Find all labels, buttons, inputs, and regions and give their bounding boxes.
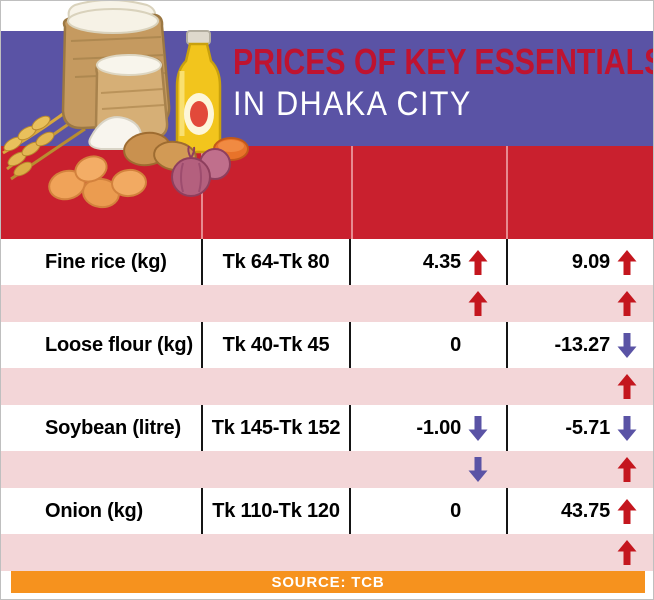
up-arrow-icon <box>467 291 488 316</box>
spacer-row <box>1 451 653 488</box>
source-label: SOURCE: TCB <box>271 573 385 591</box>
page-title: PRICES OF KEY ESSENTIALS <box>233 41 654 82</box>
change-b-value: -5.71 <box>565 416 610 439</box>
up-arrow-icon <box>616 457 637 482</box>
change-b-cell: 9.09 <box>506 239 645 285</box>
strip-change-b-cell <box>506 451 645 488</box>
change-b-value: -13.27 <box>554 333 610 356</box>
spacer-row <box>1 534 653 571</box>
table-row: Soybean (litre) Tk 145-Tk 152 -1.00 -5.71 <box>1 405 653 451</box>
spacer-row <box>1 368 653 405</box>
source-bar: SOURCE: TCB <box>11 571 645 593</box>
strip-change-a-cell <box>351 285 506 322</box>
change-a-value: 0 <box>450 499 461 522</box>
down-arrow-icon <box>616 332 637 358</box>
change-b-value: 9.09 <box>571 250 610 273</box>
change-a-cell: 0 <box>351 488 506 534</box>
table-row: Loose flour (kg) Tk 40-Tk 45 0 -13.27 <box>1 322 653 368</box>
change-a-cell: -1.00 <box>351 405 506 451</box>
change-a-cell: 0 <box>351 322 506 368</box>
up-arrow-icon <box>616 374 637 399</box>
price-range: Tk 64-Tk 80 <box>201 239 351 285</box>
title-banner: PRICES OF KEY ESSENTIALS IN DHAKA CITY <box>1 31 654 146</box>
up-arrow-icon <box>616 249 637 275</box>
item-name: Loose flour (kg) <box>45 333 193 356</box>
down-arrow-icon <box>467 457 488 482</box>
up-arrow-icon <box>467 249 488 275</box>
change-b-cell: 43.75 <box>506 488 645 534</box>
column-separator <box>201 146 203 239</box>
item-name: Soybean (litre) <box>45 416 181 439</box>
strip-change-b-cell <box>506 534 645 571</box>
change-a-value: 0 <box>450 333 461 356</box>
column-separator <box>351 146 353 239</box>
item-name: Onion (kg) <box>45 499 143 522</box>
spacer-row <box>1 285 653 322</box>
change-a-value: 4.35 <box>422 250 461 273</box>
item-name: Fine rice (kg) <box>45 250 167 273</box>
table-row: Onion (kg) Tk 110-Tk 120 0 43.75 <box>1 488 653 534</box>
change-a-value: -1.00 <box>416 416 461 439</box>
change-a-cell: 4.35 <box>351 239 506 285</box>
table-header-block <box>1 146 653 239</box>
strip-change-a-cell <box>351 534 506 571</box>
table-row: Fine rice (kg) Tk 64-Tk 80 4.35 9.09 <box>1 239 653 285</box>
up-arrow-icon <box>616 540 637 565</box>
strip-change-b-cell <box>506 285 645 322</box>
column-separator <box>506 146 508 239</box>
up-arrow-icon <box>616 291 637 316</box>
page-subtitle: IN DHAKA CITY <box>233 85 472 123</box>
price-table: Fine rice (kg) Tk 64-Tk 80 4.35 9.09 Loose f… <box>1 239 653 571</box>
strip-change-b-cell <box>506 368 645 405</box>
change-b-cell: -5.71 <box>506 405 645 451</box>
strip-change-a-cell <box>351 368 506 405</box>
down-arrow-icon <box>616 415 637 441</box>
change-b-value: 43.75 <box>560 499 610 522</box>
price-range: Tk 110-Tk 120 <box>201 488 351 534</box>
price-range: Tk 145-Tk 152 <box>201 405 351 451</box>
strip-change-a-cell <box>351 451 506 488</box>
change-b-cell: -13.27 <box>506 322 645 368</box>
price-range: Tk 40-Tk 45 <box>201 322 351 368</box>
up-arrow-icon <box>616 498 637 524</box>
down-arrow-icon <box>467 415 488 441</box>
